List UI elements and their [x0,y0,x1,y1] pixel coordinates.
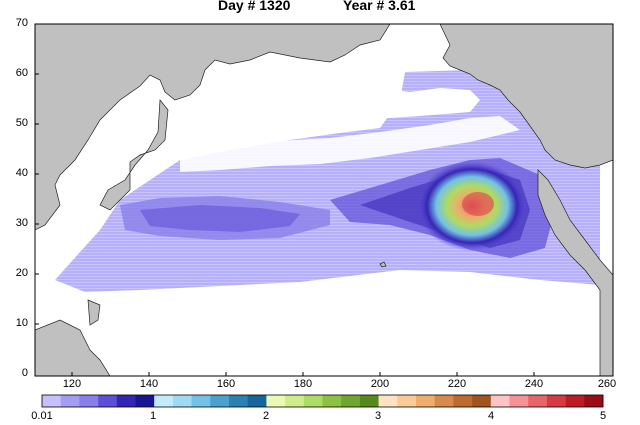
colorbar-swatch [303,395,323,407]
colorbar-swatch [154,395,174,407]
colorbar-label: 2 [262,410,270,422]
southeast-asia [35,319,111,376]
colorbar-swatch [60,395,80,407]
colorbar-swatch [378,395,398,407]
x-tick-label: 260 [597,378,617,390]
colorbar-swatch [210,395,230,407]
colorbar-swatch [359,395,379,407]
x-tick-label: 140 [139,378,159,390]
colorbar-swatch [341,395,361,407]
colorbar-label: 4 [487,410,495,422]
colorbar-swatch [584,395,604,407]
colorbar-swatch [172,395,192,407]
colorbar-swatch [322,395,342,407]
y-tick-label: 70 [15,17,28,29]
x-tick-label: 240 [524,378,544,390]
y-tick-label: 50 [15,117,28,129]
colorbar-label: 3 [374,410,382,422]
colorbar-swatch [42,395,61,407]
colorbar-swatch [434,395,454,407]
colorbar-swatch [98,395,118,407]
colorbar-swatch [266,395,286,407]
colorbar-label: 5 [599,410,607,422]
colorbar-swatch [247,395,267,407]
colorbar-swatch [79,395,99,407]
land [35,24,613,376]
plot-frame [34,23,614,377]
colorbar-swatch [285,395,305,407]
y-tick-label: 40 [15,167,28,179]
x-tick-label: 180 [293,378,313,390]
colorbar-swatch [509,395,529,407]
y-tick-label: 0 [21,367,28,379]
day-counter: Day # 1320 [218,0,291,13]
x-tick-label: 220 [447,378,467,390]
x-tick-label: 120 [62,378,82,390]
x-tick-label: 160 [216,378,236,390]
colorbar-label: 0.01 [31,410,53,422]
colorbar-swatch [546,395,566,407]
axis-ticks [35,23,535,376]
y-tick-label: 30 [15,217,28,229]
colorbar-swatch [472,395,492,407]
colorbar-swatch [397,395,417,407]
debris-field [55,70,600,292]
y-tick-label: 10 [15,317,28,329]
north-america-west-coast [537,169,613,376]
colorbar-frame [41,394,604,408]
year-counter: Year # 3.61 [343,0,416,13]
japan [99,99,169,211]
colorbar-swatch [135,395,155,407]
colorbar-label: 1 [149,410,157,422]
colorbar-swatch [565,395,585,407]
north-america [439,24,613,169]
x-tick-label: 200 [370,378,390,390]
colorbar [41,394,604,408]
colorbar-swatch [229,395,248,407]
colorbar-swatch [116,395,136,407]
y-tick-label: 60 [15,67,28,79]
hawaii [379,261,387,268]
asia-landmass [35,24,391,231]
colorbar-swatch [416,395,435,407]
colorbar-swatch [453,395,473,407]
colorbar-swatch [490,395,510,407]
philippines [87,299,101,326]
y-tick-label: 20 [15,267,28,279]
colorbar-swatch [191,395,211,407]
colorbar-swatch [528,395,548,407]
